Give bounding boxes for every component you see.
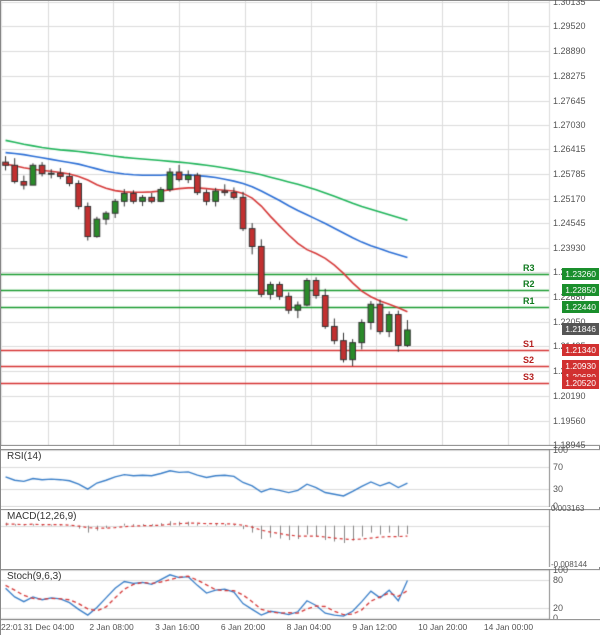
sr-label: R1: [523, 296, 535, 306]
y-axis-tick: 1.23930: [553, 243, 586, 253]
current-price-tag: 1.21846: [562, 323, 599, 335]
sr-label: S3: [523, 372, 534, 382]
macd-panel[interactable]: [1, 509, 600, 567]
stoch-tick: 100: [553, 565, 568, 575]
y-axis-tick: 1.24545: [553, 218, 586, 228]
rsi-tick: 70: [553, 462, 563, 472]
y-axis-tick: 1.26415: [553, 144, 586, 154]
y-axis-tick: 1.30135: [553, 0, 586, 7]
sr-price-tag: 1.23260: [562, 268, 599, 280]
y-axis-tick: 1.20190: [553, 391, 586, 401]
y-axis-tick: 1.27030: [553, 120, 586, 130]
x-axis-tick: 31 Dec 04:00: [24, 622, 75, 632]
y-axis-tick: 1.27645: [553, 96, 586, 106]
stoch-panel[interactable]: [1, 569, 600, 619]
sr-label: S2: [523, 355, 534, 365]
stoch-tick: 80: [553, 575, 563, 585]
x-axis-tick: 8 Jan 04:00: [287, 622, 331, 632]
x-axis-tick: 3 Jan 16:00: [155, 622, 199, 632]
sr-price-tag: 1.21340: [562, 344, 599, 356]
y-axis-tick: 1.29520: [553, 21, 586, 31]
y-axis-tick: 1.25785: [553, 169, 586, 179]
sr-label: R2: [523, 279, 535, 289]
x-axis-tick: 9 Jan 12:00: [352, 622, 396, 632]
rsi-panel[interactable]: [1, 449, 600, 507]
rsi-tick: 100: [553, 445, 568, 455]
y-axis-tick: 1.28890: [553, 46, 586, 56]
x-axis-tick: 14 Jan 00:00: [484, 622, 533, 632]
x-axis-tick: 10 Jan 20:00: [418, 622, 467, 632]
rsi-tick: 30: [553, 484, 563, 494]
price-chart[interactable]: [1, 1, 600, 446]
sr-price-tag: 1.22440: [562, 301, 599, 313]
y-axis-tick: 1.19560: [553, 416, 586, 426]
y-axis-tick: 1.25170: [553, 194, 586, 204]
sr-label: R3: [523, 263, 535, 273]
sr-price-tag: 1.22850: [562, 284, 599, 296]
y-axis-tick: 1.28275: [553, 71, 586, 81]
macd-tick: 0.003163: [551, 504, 584, 513]
x-axis-tick: 22:01: [1, 622, 22, 632]
stoch-tick: 20: [553, 603, 563, 613]
x-axis-tick: 6 Jan 20:00: [221, 622, 265, 632]
sr-price-tag: 1.20520: [562, 377, 599, 389]
x-axis-tick: 2 Jan 08:00: [89, 622, 133, 632]
sr-label: S1: [523, 339, 534, 349]
